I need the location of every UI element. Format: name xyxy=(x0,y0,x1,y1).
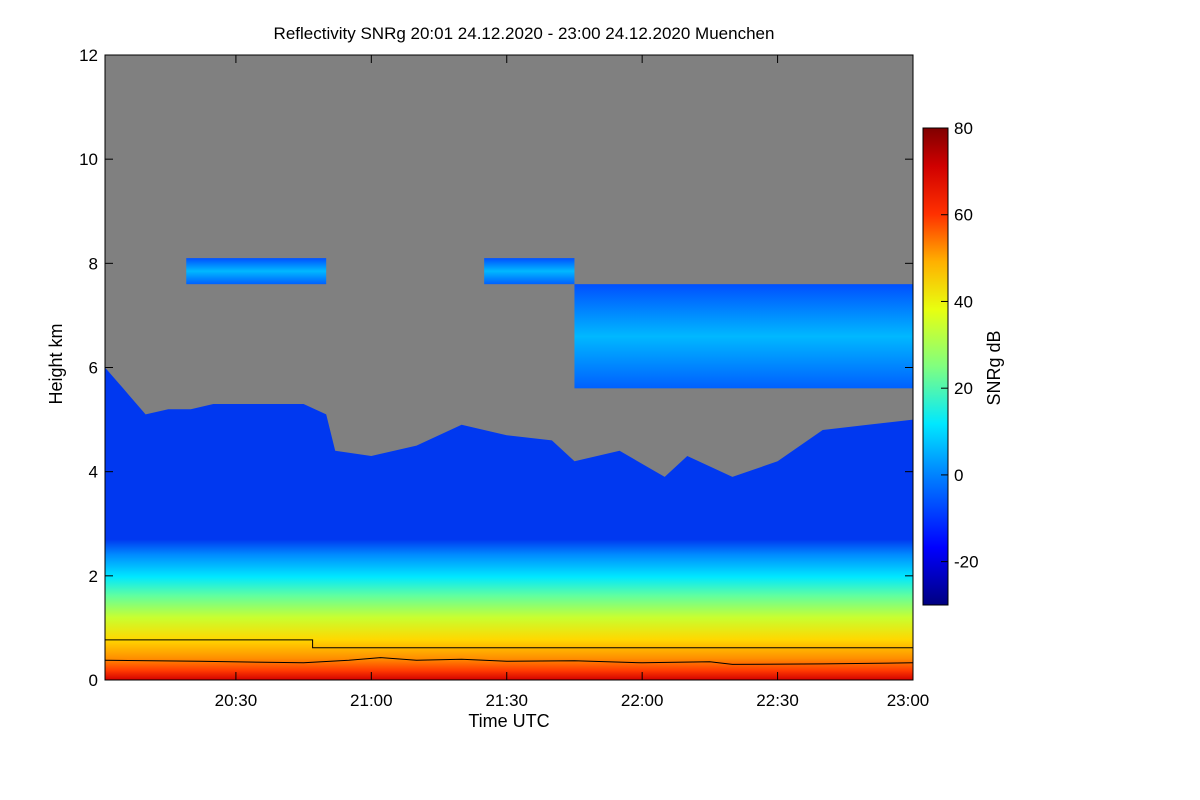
x-axis: 20:30 21:00 21:30 22:00 22:30 23:00 xyxy=(215,55,930,710)
colorbar-tick-label: 80 xyxy=(954,119,973,138)
x-tick-label: 21:00 xyxy=(350,691,393,710)
series-line-2 xyxy=(105,657,913,665)
upper-cloud-layer-1 xyxy=(186,258,327,285)
upper-cloud-layer-2 xyxy=(484,258,575,285)
colorbar-tick-label: 60 xyxy=(954,206,973,225)
y-tick-label: 8 xyxy=(89,254,98,273)
overlay-lines xyxy=(105,639,913,665)
y-axis: 0 2 4 6 8 10 12 xyxy=(79,46,913,690)
y-tick-label: 12 xyxy=(79,46,98,65)
upper-cloud-layer-3 xyxy=(574,284,913,389)
y-tick-label: 6 xyxy=(89,359,98,378)
upper-cloud-layers xyxy=(186,258,913,389)
series-line-1 xyxy=(105,639,913,649)
y-tick-label: 0 xyxy=(89,671,98,690)
colorbar-tick-label: 40 xyxy=(954,292,973,311)
y-tick-label: 4 xyxy=(89,463,98,482)
x-tick-label: 21:30 xyxy=(485,691,528,710)
colorbar-label: SNRg dB xyxy=(984,330,1004,405)
colorbar-ticks: -20 0 20 40 60 80 xyxy=(941,119,979,572)
colorbar xyxy=(922,127,949,606)
y-tick-label: 10 xyxy=(79,150,98,169)
colorbar-tick-label: -20 xyxy=(954,553,979,572)
colorbar-tick-label: 20 xyxy=(954,379,973,398)
y-axis-label: Height km xyxy=(46,323,66,404)
x-axis-label: Time UTC xyxy=(468,711,549,731)
lower-cloud-echo xyxy=(105,367,913,680)
chart-title: Reflectivity SNRg 20:01 24.12.2020 - 23:… xyxy=(274,24,775,43)
y-tick-label: 2 xyxy=(89,567,98,586)
x-tick-label: 20:30 xyxy=(215,691,258,710)
x-tick-label: 22:00 xyxy=(621,691,664,710)
colorbar-tick-label: 0 xyxy=(954,466,963,485)
x-tick-label: 23:00 xyxy=(887,691,930,710)
plot-area xyxy=(105,55,913,680)
x-tick-label: 22:30 xyxy=(756,691,799,710)
